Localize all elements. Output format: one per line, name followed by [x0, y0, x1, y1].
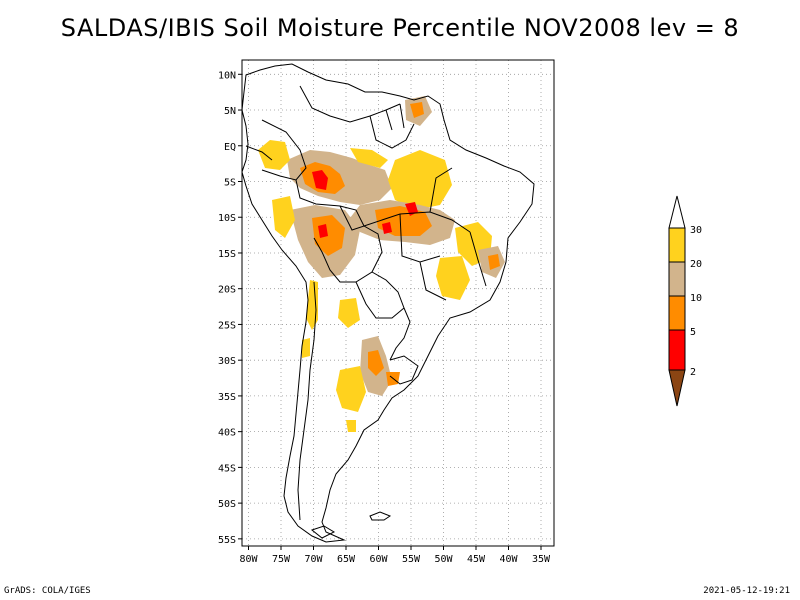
- border-ecuador: [245, 145, 273, 161]
- shade-peru-yellow: [272, 196, 295, 238]
- colorbar-bottom-cap: [668, 369, 686, 407]
- footer-timestamp: 2021-05-12-19:21: [703, 586, 790, 596]
- shade-amazon-west-red: [312, 170, 328, 190]
- lat-tick-label: 50S: [218, 499, 236, 510]
- lon-axis: 80W 75W 70W 65W 60W 55W 50W 45W 40W 35W: [239, 546, 551, 565]
- colorbar-bin-30: [668, 227, 686, 263]
- shade-paraguay-yellow: [338, 298, 360, 328]
- colorbar-label: 10: [690, 293, 702, 304]
- shade-amazon-yellow-2: [350, 148, 388, 168]
- shade-southeast-yellow: [436, 256, 470, 300]
- shade-bolivia-orange: [312, 215, 345, 256]
- shade-central-red: [405, 202, 418, 216]
- border-guianas: [369, 103, 415, 149]
- lon-tick-label: 60W: [369, 554, 388, 565]
- lon-tick-label: 35W: [532, 554, 551, 565]
- colorbar-label: 5: [690, 327, 696, 338]
- shade-central-yellow: [388, 150, 452, 210]
- lon-tick-label: 40W: [499, 554, 518, 565]
- lat-tick-label: 15S: [218, 249, 236, 260]
- colorbar-bin-5: [668, 329, 686, 371]
- lon-tick-label: 80W: [239, 554, 258, 565]
- shade-bolivia-red: [318, 224, 328, 238]
- lat-tick-label: 45S: [218, 463, 236, 474]
- shade-amazon-yellow: [258, 140, 290, 170]
- lat-tick-label: 10S: [218, 213, 236, 224]
- tierra-del-fuego: [310, 525, 336, 539]
- lat-tick-label: 55S: [218, 535, 236, 546]
- lat-tick-label: 5N: [224, 106, 236, 117]
- lon-tick-label: 65W: [337, 554, 356, 565]
- border-colombia: [261, 119, 307, 181]
- shade-argentina-yellow: [336, 366, 366, 412]
- continent-outline: [242, 63, 535, 543]
- falklands: [369, 511, 392, 521]
- border-peru-brazil: [295, 179, 365, 227]
- shade-south-yellow: [346, 420, 356, 432]
- colorbar-label: 2: [690, 367, 696, 378]
- border-venezuela: [299, 85, 401, 123]
- footer-credit: GrADS: COLA/IGES: [4, 586, 91, 596]
- colorbar-bin-20: [668, 261, 686, 297]
- lat-lon-grid: [242, 60, 554, 546]
- border-brazil-states: [363, 167, 487, 301]
- lat-tick-label: 40S: [218, 428, 236, 439]
- lon-tick-label: 70W: [304, 554, 323, 565]
- shade-amapa-orange: [410, 102, 424, 118]
- border-brazil-argentina: [389, 307, 411, 361]
- lat-tick-label: 30S: [218, 356, 236, 367]
- border-paraguay: [355, 271, 405, 319]
- border-chile-argentina: [297, 281, 317, 521]
- map-frame: [241, 59, 555, 547]
- lat-axis: 10N 5N EQ 5S 10S 15S 20S 25S 30S 35S 40S 45S 50S 55S: [218, 70, 242, 546]
- lat-tick-label: 25S: [218, 320, 236, 331]
- colorbar: 30 20 10 5 2: [668, 195, 702, 407]
- colorbar-label: 30: [690, 225, 702, 236]
- lon-tick-label: 45W: [467, 554, 486, 565]
- shade-east-orange: [488, 254, 500, 270]
- lat-tick-label: 35S: [218, 392, 236, 403]
- lon-tick-label: 50W: [434, 554, 453, 565]
- border-uruguay: [389, 355, 419, 385]
- lat-tick-label: 5S: [224, 178, 236, 189]
- lat-tick-label: 20S: [218, 285, 236, 296]
- lon-tick-label: 75W: [272, 554, 291, 565]
- shade-central-red-2: [382, 222, 392, 234]
- south-america-coastline: [242, 63, 535, 543]
- lat-tick-label: 10N: [218, 70, 236, 81]
- colorbar-top-cap: [668, 195, 686, 229]
- shade-argentina-orange: [368, 350, 384, 376]
- lon-tick-label: 55W: [402, 554, 421, 565]
- colorbar-label: 20: [690, 259, 702, 270]
- colorbar-bin-10: [668, 295, 686, 331]
- shade-andes-yellow-2: [302, 338, 310, 358]
- lat-tick-label: EQ: [224, 142, 236, 153]
- map-title: SALDAS/IBIS Soil Moisture Percentile NOV…: [60, 14, 740, 42]
- percentile-shading: [258, 96, 505, 432]
